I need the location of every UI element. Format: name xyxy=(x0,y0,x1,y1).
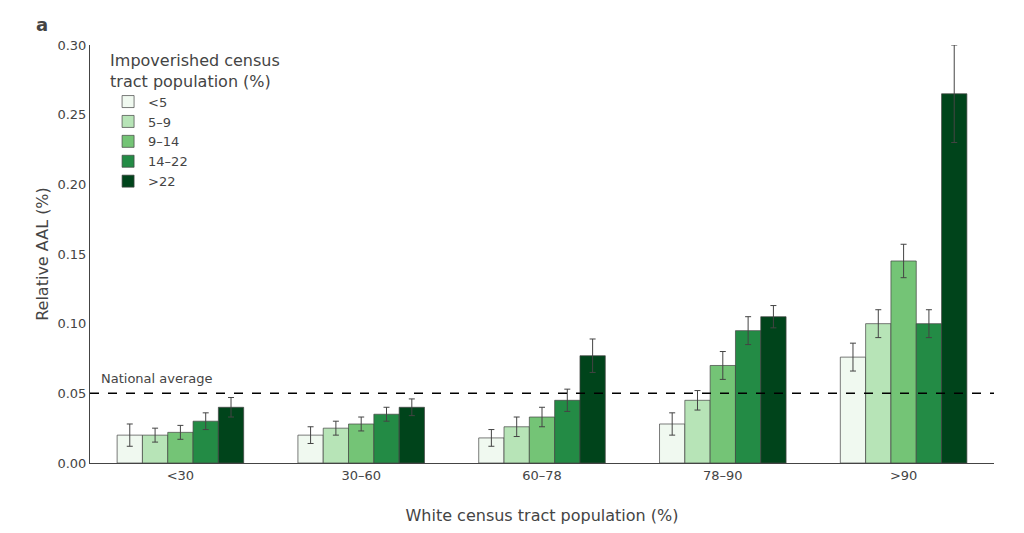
svg-text:White census tract population: White census tract population (%) xyxy=(405,506,678,525)
svg-text:>90: >90 xyxy=(890,468,917,483)
svg-text:<5: <5 xyxy=(148,95,167,110)
svg-text:0.15: 0.15 xyxy=(57,247,86,262)
svg-text:14–22: 14–22 xyxy=(148,154,188,169)
svg-text:9–14: 9–14 xyxy=(148,134,179,149)
svg-text:0.30: 0.30 xyxy=(57,38,86,53)
svg-text:5–9: 5–9 xyxy=(148,115,171,130)
svg-text:Relative AAL (%): Relative AAL (%) xyxy=(33,187,52,321)
svg-text:60–78: 60–78 xyxy=(522,468,562,483)
svg-text:0.20: 0.20 xyxy=(57,177,86,192)
svg-text:0.10: 0.10 xyxy=(57,316,86,331)
svg-text:78–90: 78–90 xyxy=(703,468,743,483)
svg-text:>22: >22 xyxy=(148,174,175,189)
svg-text:Impoverished censustract popul: Impoverished censustract population (%) xyxy=(110,51,280,91)
svg-text:30–60: 30–60 xyxy=(341,468,381,483)
svg-text:a: a xyxy=(36,14,48,35)
svg-text:0.25: 0.25 xyxy=(57,107,86,122)
svg-text:<30: <30 xyxy=(167,468,194,483)
svg-text:0.05: 0.05 xyxy=(57,386,86,401)
svg-text:National average: National average xyxy=(101,371,213,386)
svg-text:0.00: 0.00 xyxy=(57,456,86,471)
